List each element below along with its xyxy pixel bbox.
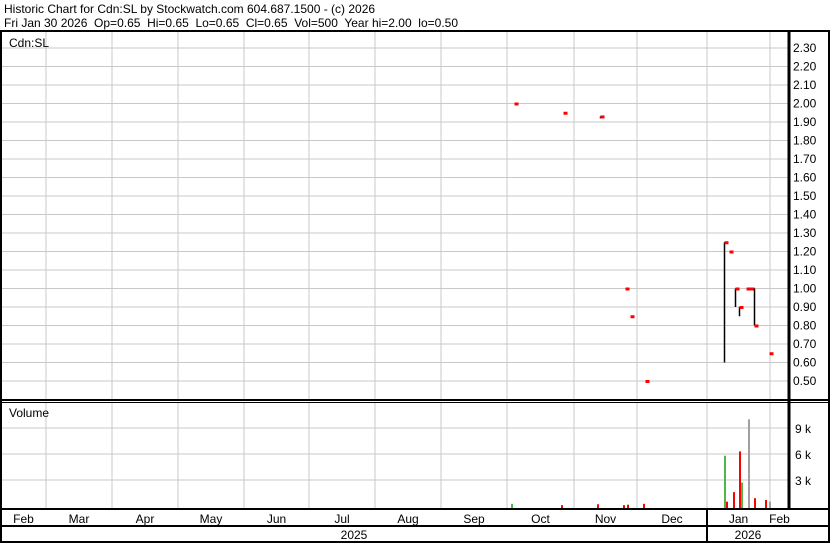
month-label: Jul <box>334 512 349 526</box>
month-label: Sep <box>463 512 485 526</box>
volume-bar <box>726 501 728 508</box>
price-tick-label: 0.60 <box>793 356 817 370</box>
price-tick-label: 2.30 <box>793 41 817 55</box>
price-tick-label: 2.10 <box>793 78 817 92</box>
month-label: Aug <box>397 512 418 526</box>
volume-bar <box>511 503 513 508</box>
volume-bar <box>733 492 735 508</box>
price-tick-label: 2.20 <box>793 60 817 74</box>
volume-bar <box>561 505 563 508</box>
price-tick-label: 0.90 <box>793 300 817 314</box>
price-bar-close <box>563 111 568 115</box>
price-panel-label: Cdn:SL <box>9 36 49 50</box>
month-label: Feb <box>13 512 34 526</box>
price-bar-close <box>514 102 519 106</box>
month-label: Mar <box>69 512 90 526</box>
price-tick-label: 0.70 <box>793 337 817 351</box>
volume-bar <box>741 482 743 508</box>
price-tick-label: 1.60 <box>793 171 817 185</box>
price-tick-label: 0.50 <box>793 374 817 388</box>
price-bar-close <box>630 315 635 319</box>
price-bar-close <box>600 115 605 119</box>
chart-border <box>0 30 830 543</box>
volume-bar <box>769 501 771 508</box>
year-label: 2025 <box>341 528 368 542</box>
volume-bar <box>748 419 750 508</box>
month-label: Nov <box>595 512 616 526</box>
price-tick-label: 1.10 <box>793 263 817 277</box>
month-label: Jun <box>267 512 286 526</box>
price-bar-close <box>769 352 774 356</box>
volume-tick-label: 6 k <box>795 448 812 462</box>
price-bar-close <box>724 241 729 245</box>
volume-bar <box>643 503 645 508</box>
price-tick-label: 1.40 <box>793 208 817 222</box>
price-tick-label: 1.50 <box>793 189 817 203</box>
month-label: Feb <box>769 512 790 526</box>
volume-bar <box>754 498 756 508</box>
price-bar-close <box>625 287 630 291</box>
price-tick-label: 0.80 <box>793 319 817 333</box>
month-label: Dec <box>661 512 682 526</box>
price-bar-close <box>739 306 744 309</box>
month-label: Oct <box>531 512 550 526</box>
volume-bar <box>623 505 625 508</box>
price-tick-label: 1.00 <box>793 282 817 296</box>
volume-tick-label: 3 k <box>795 474 812 488</box>
price-bar-close <box>750 287 755 291</box>
volume-bar <box>724 455 726 508</box>
price-tick-label: 1.70 <box>793 152 817 166</box>
price-tick-label: 1.20 <box>793 245 817 259</box>
price-bar-close <box>645 380 650 383</box>
price-bar-close <box>746 287 751 291</box>
chart-title: Historic Chart for Cdn:SL by Stockwatch.… <box>4 2 376 16</box>
volume-bar <box>765 499 767 508</box>
volume-bar <box>739 451 741 508</box>
price-tick-label: 1.90 <box>793 115 817 129</box>
volume-bar <box>597 504 599 508</box>
price-tick-label: 1.30 <box>793 226 817 240</box>
price-bar-close <box>735 287 740 291</box>
price-tick-label: 2.00 <box>793 97 817 111</box>
volume-panel-label: Volume <box>9 406 49 420</box>
price-bar-close <box>729 250 734 254</box>
volume-tick-label: 9 k <box>795 422 812 436</box>
price-tick-label: 1.80 <box>793 134 817 148</box>
month-label: Jan <box>729 512 748 526</box>
month-label: Apr <box>136 512 155 526</box>
year-label: 2026 <box>735 528 762 542</box>
price-bar-close <box>754 324 759 328</box>
quote-summary: Fri Jan 30 2026 Op=0.65 Hi=0.65 Lo=0.65 … <box>4 16 459 30</box>
month-label: May <box>200 512 223 526</box>
volume-bar <box>627 504 629 508</box>
